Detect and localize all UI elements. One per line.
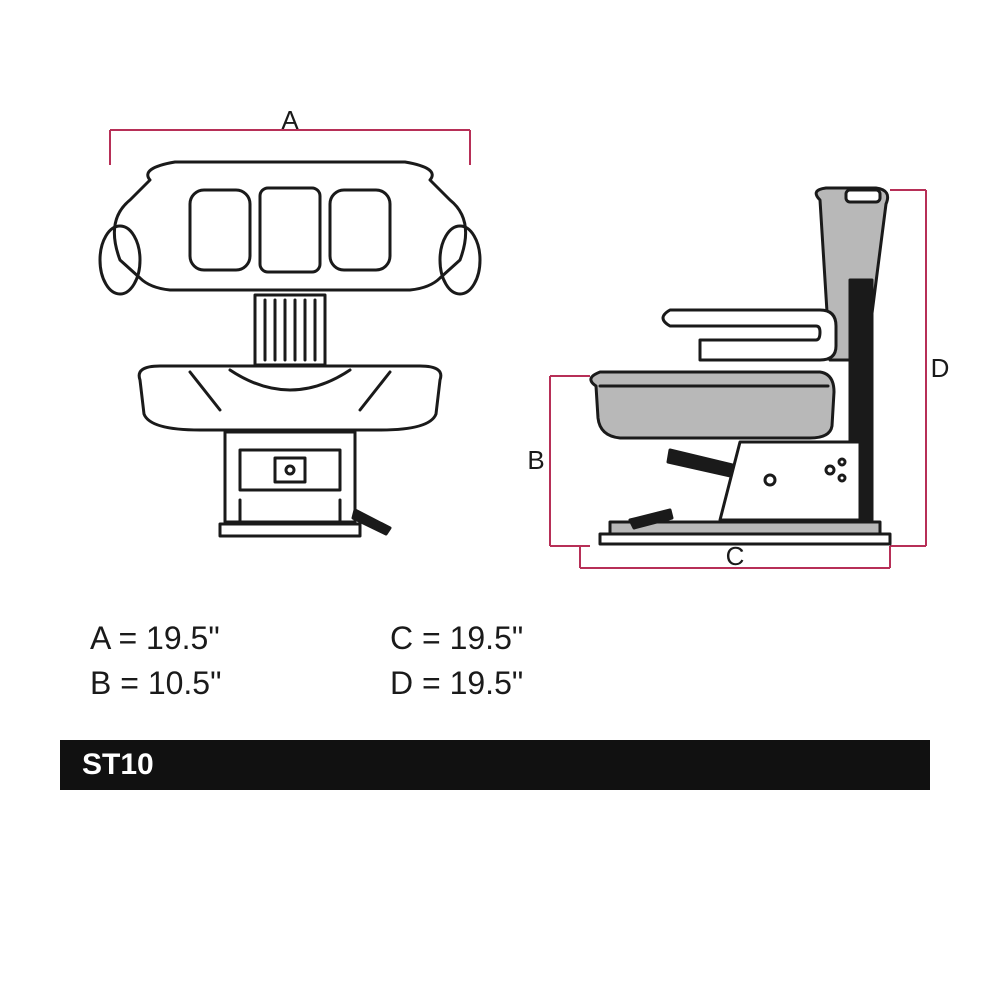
front-seat-cushion — [139, 366, 441, 430]
front-backrest — [100, 162, 480, 365]
diagram-canvas: A — [0, 0, 1000, 1000]
side-seat-cushion — [591, 372, 834, 438]
side-armrest — [663, 310, 836, 360]
measure-a: A = 19.5" — [90, 620, 330, 657]
dimension-b: B — [527, 376, 590, 546]
measure-b: B = 10.5" — [90, 665, 330, 702]
measure-d: D = 19.5" — [390, 665, 630, 702]
measurements-block: A = 19.5" C = 19.5" B = 10.5" D = 19.5" — [90, 620, 630, 702]
front-view: A — [80, 110, 500, 570]
dimension-a: A — [110, 110, 470, 165]
dim-b-label: B — [527, 445, 544, 475]
front-base — [220, 432, 390, 536]
side-view: D B C — [520, 150, 950, 580]
dim-a-label: A — [281, 110, 299, 135]
model-bar: ST10 — [60, 740, 930, 790]
measure-c: C = 19.5" — [390, 620, 630, 657]
side-base — [600, 442, 890, 544]
model-code: ST10 — [82, 748, 154, 782]
dimension-d: D — [890, 190, 949, 546]
dim-d-label: D — [931, 353, 950, 383]
